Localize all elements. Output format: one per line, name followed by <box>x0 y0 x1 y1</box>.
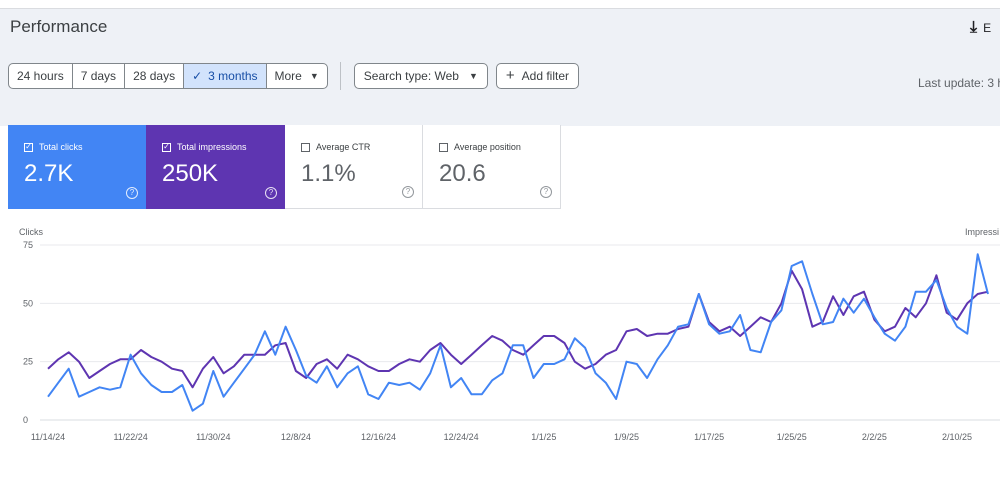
export-button[interactable]: ⤓ E <box>970 17 991 39</box>
checkbox-checked-icon[interactable]: ✓ <box>24 142 33 152</box>
dropdown-arrow-icon: ▼ <box>309 71 319 81</box>
metric-label-row: ✓ Total impressions <box>162 142 285 152</box>
series-line-impressions <box>47 269 989 389</box>
metric-value: 20.6 <box>439 160 486 187</box>
chart-svg: Clicks Impressi 0 25 50 75 11/14/24 11/22/24… <box>19 227 1000 442</box>
x-tick-label: 1/17/25 <box>694 432 724 442</box>
help-icon[interactable]: ? <box>540 186 552 198</box>
metric-card-total-clicks[interactable]: ✓ Total clicks 2.7K ? <box>8 125 146 209</box>
metric-label: Average CTR <box>316 142 371 152</box>
x-tick-label: 1/25/25 <box>777 432 807 442</box>
metric-value: 2.7K <box>24 160 74 187</box>
x-tick-label: 11/14/24 <box>31 432 65 442</box>
x-tick-label: 1/9/25 <box>614 432 639 442</box>
metric-card-average-position[interactable]: Average position 20.6 ? <box>423 125 561 209</box>
metric-cards: ✓ Total clicks 2.7K ? ✓ Total impression… <box>8 125 561 209</box>
x-tick-label: 11/22/24 <box>113 432 147 442</box>
page-title: Performance <box>10 17 108 36</box>
metric-value: 1.1% <box>301 160 356 187</box>
filter-bar: 24 hours 7 days 28 days ✓ 3 months More … <box>8 62 579 90</box>
check-icon: ✓ <box>192 69 203 83</box>
performance-chart[interactable]: Clicks Impressi 0 25 50 75 11/14/24 11/22/24… <box>0 210 1000 460</box>
last-update-text: Last update: 3 h <box>918 76 1000 90</box>
left-axis-title: Clicks <box>19 227 43 237</box>
plus-icon: + <box>505 67 515 84</box>
date-range-28-days[interactable]: 28 days <box>125 64 185 88</box>
checkbox-checked-icon[interactable]: ✓ <box>162 142 171 152</box>
dropdown-arrow-icon: ▼ <box>468 71 478 81</box>
right-axis-title: Impressi <box>965 227 999 237</box>
y-tick-label: 75 <box>23 240 33 250</box>
x-tick-label: 1/1/25 <box>531 432 556 442</box>
help-icon[interactable]: ? <box>126 187 138 199</box>
search-type-label: Search type: Web <box>363 69 459 83</box>
x-tick-label: 2/10/25 <box>942 432 972 442</box>
metric-label-row: ✓ Total clicks <box>24 142 146 152</box>
y-tick-label: 0 <box>23 415 28 425</box>
checkbox-unchecked-icon[interactable] <box>301 142 310 152</box>
metric-card-total-impressions[interactable]: ✓ Total impressions 250K ? <box>146 125 285 209</box>
metric-card-average-ctr[interactable]: Average CTR 1.1% ? <box>285 125 423 209</box>
date-range-7-days[interactable]: 7 days <box>73 64 126 88</box>
date-range-selector: 24 hours 7 days 28 days ✓ 3 months More … <box>8 63 328 89</box>
metric-label: Total clicks <box>39 142 83 152</box>
toolbar-divider <box>339 62 341 90</box>
help-icon[interactable]: ? <box>265 187 277 199</box>
help-icon[interactable]: ? <box>402 186 414 198</box>
x-tick-label: 12/8/24 <box>281 432 311 442</box>
metric-label: Total impressions <box>177 142 247 152</box>
series-line-clicks <box>47 253 989 412</box>
date-range-3-months-label: 3 months <box>208 69 258 83</box>
download-icon: ⤓ <box>970 19 978 36</box>
metric-value: 250K <box>162 160 219 187</box>
date-range-3-months[interactable]: ✓ 3 months <box>184 64 267 88</box>
x-tick-label: 12/16/24 <box>361 432 396 442</box>
x-tick-label: 11/30/24 <box>196 432 230 442</box>
y-tick-label: 25 <box>23 357 33 367</box>
add-filter-label: Add filter <box>521 69 569 83</box>
metric-label: Average position <box>454 142 521 152</box>
y-tick-label: 50 <box>23 298 33 308</box>
metric-label-row: Average position <box>439 142 560 152</box>
more-label: More <box>274 69 302 83</box>
add-filter-button[interactable]: + Add filter <box>495 63 579 89</box>
top-toolbar-area: Performance ⤓ E 24 hours 7 days 28 days … <box>0 8 1000 126</box>
x-tick-label: 12/24/24 <box>444 432 479 442</box>
date-range-more[interactable]: More ▼ <box>267 64 327 88</box>
search-type-dropdown[interactable]: Search type: Web ▼ <box>353 63 488 89</box>
metric-label-row: Average CTR <box>301 142 422 152</box>
checkbox-unchecked-icon[interactable] <box>439 142 448 152</box>
date-range-24-hours[interactable]: 24 hours <box>9 64 73 88</box>
export-label: E <box>983 21 992 35</box>
x-tick-label: 2/2/25 <box>862 432 887 442</box>
